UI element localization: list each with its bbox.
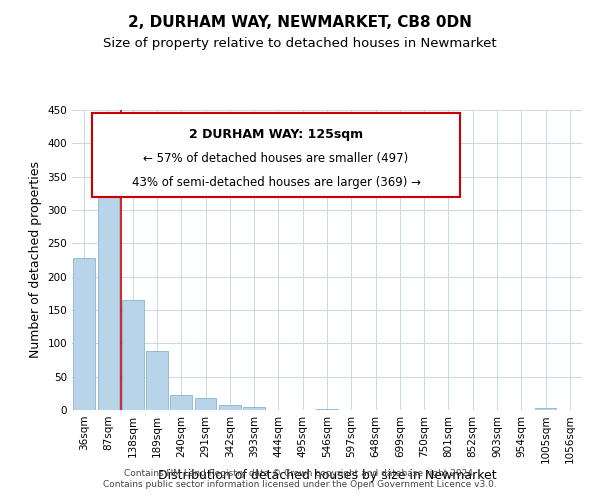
Text: Contains HM Land Registry data © Crown copyright and database right 2024.: Contains HM Land Registry data © Crown c… (124, 468, 476, 477)
Y-axis label: Number of detached properties: Number of detached properties (29, 162, 42, 358)
Bar (316, 408, 338, 410)
Text: 43% of semi-detached houses are larger (369) →: 43% of semi-detached houses are larger (… (131, 176, 421, 189)
FancyBboxPatch shape (92, 113, 460, 197)
Bar (194, 398, 217, 410)
Text: 2, DURHAM WAY, NEWMARKET, CB8 0DN: 2, DURHAM WAY, NEWMARKET, CB8 0DN (128, 15, 472, 30)
Text: ← 57% of detached houses are smaller (497): ← 57% of detached houses are smaller (49… (143, 152, 409, 165)
Text: 2 DURHAM WAY: 125sqm: 2 DURHAM WAY: 125sqm (189, 128, 363, 141)
Text: Size of property relative to detached houses in Newmarket: Size of property relative to detached ho… (103, 38, 497, 51)
Bar (122, 300, 143, 410)
Bar (219, 406, 241, 410)
Bar (97, 184, 119, 410)
X-axis label: Distribution of detached houses by size in Newmarket: Distribution of detached houses by size … (158, 469, 496, 482)
Bar (170, 394, 192, 410)
Bar (73, 258, 95, 410)
Bar (535, 408, 556, 410)
Text: Contains public sector information licensed under the Open Government Licence v3: Contains public sector information licen… (103, 480, 497, 489)
Bar (146, 350, 168, 410)
Bar (243, 406, 265, 410)
